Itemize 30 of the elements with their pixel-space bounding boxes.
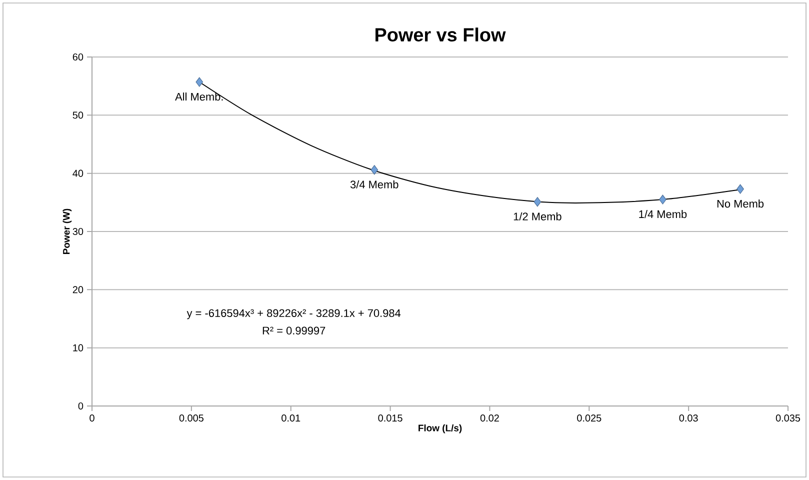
point <box>196 77 204 87</box>
annotation: All Memb. <box>175 92 223 101</box>
y-tick-label: 0 <box>78 402 84 410</box>
x-tick-label: 0.005 <box>179 414 204 422</box>
x-axis-title: Flow (L/s) <box>418 424 462 434</box>
chart-title: Power vs Flow <box>376 28 506 42</box>
x-tick-label: 0.015 <box>378 414 402 422</box>
y-tick-label: 40 <box>72 170 84 177</box>
y-tick-label: 20 <box>72 286 84 294</box>
point <box>534 197 542 207</box>
y-tick-label: 50 <box>72 112 84 119</box>
x-tick-label: 0.02 <box>480 414 499 422</box>
annotation: No Memb <box>717 200 764 208</box>
x-tick-label: 0.025 <box>577 414 602 422</box>
annotation: R² = 0.99997 <box>262 326 326 334</box>
annotation: 1/2 Memb <box>514 212 562 220</box>
x-tick-label: 0 <box>90 414 94 422</box>
point <box>659 194 666 204</box>
annotation: y = -616594x³ + 89226x² - 3289.1x + 70.984 <box>186 309 401 320</box>
x-tick-label: 0.035 <box>776 414 800 422</box>
y-tick-label: 60 <box>72 53 84 61</box>
point <box>370 165 378 175</box>
x-tick-label: 0.03 <box>679 414 698 422</box>
y-tick-label: 10 <box>73 344 84 352</box>
y-tick-label: 30 <box>72 228 84 236</box>
x-tick-label: 0.01 <box>282 414 300 422</box>
y-axis-title: Power (W) <box>62 208 72 254</box>
annotation: 1/4 Memb <box>639 210 687 218</box>
point <box>736 184 744 194</box>
annotation: 3/4 Memb <box>350 180 398 188</box>
